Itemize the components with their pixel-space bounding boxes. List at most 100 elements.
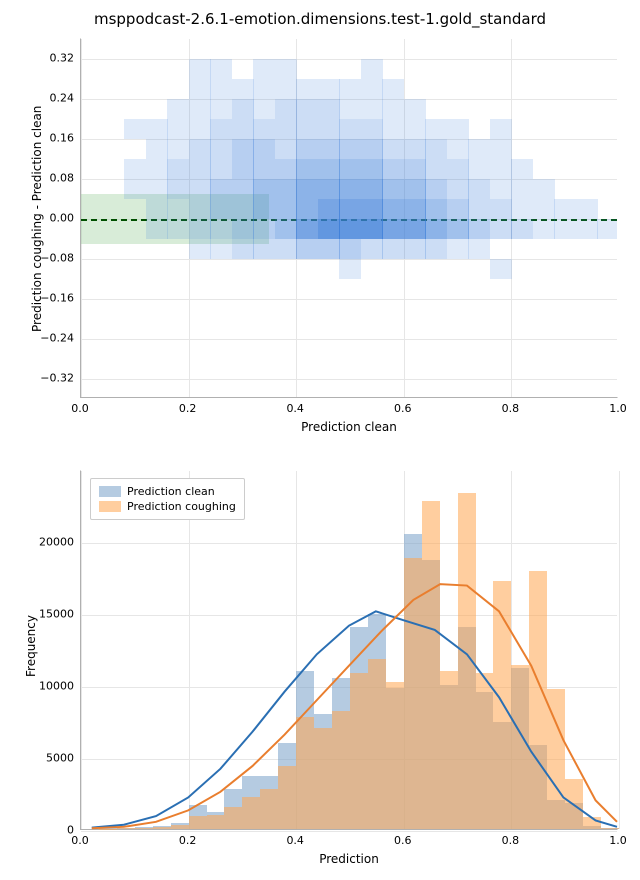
density-cell xyxy=(296,99,318,119)
density-cell xyxy=(339,139,361,159)
density-cell xyxy=(189,119,211,139)
density-cell xyxy=(275,239,297,259)
density-cell xyxy=(210,239,232,259)
density-cell xyxy=(382,239,404,259)
kde-layer xyxy=(81,471,617,829)
density-cell xyxy=(189,179,211,199)
density-cell xyxy=(425,219,447,239)
density-cell xyxy=(296,219,318,239)
density-cell xyxy=(382,199,404,219)
density-cell xyxy=(404,219,426,239)
density-cell xyxy=(576,199,598,219)
density-cell xyxy=(339,199,361,219)
density-cell xyxy=(189,239,211,259)
top-xlabel: Prediction clean xyxy=(80,420,618,434)
density-cell xyxy=(404,239,426,259)
density-cell xyxy=(253,219,275,239)
density-cell xyxy=(189,159,211,179)
density-cell xyxy=(468,139,490,159)
density-cell xyxy=(382,99,404,119)
density-cell xyxy=(210,119,232,139)
density-cell xyxy=(296,199,318,219)
density-cell xyxy=(146,119,168,139)
bottom-ytick: 20000 xyxy=(39,536,80,549)
density-cell xyxy=(490,139,512,159)
density-cell xyxy=(597,219,618,239)
density-cell xyxy=(275,199,297,219)
density-cell xyxy=(167,219,189,239)
density-cell xyxy=(146,159,168,179)
density-cell xyxy=(275,79,297,99)
density-cell xyxy=(404,159,426,179)
density-cell xyxy=(425,159,447,179)
density-cell xyxy=(404,179,426,199)
legend-row-coughing: Prediction coughing xyxy=(99,499,236,514)
density-cell xyxy=(468,199,490,219)
top-ytick: −0.24 xyxy=(40,332,80,345)
density-cell xyxy=(382,159,404,179)
density-cell xyxy=(232,99,254,119)
density-cell xyxy=(490,259,512,279)
density-cell xyxy=(275,159,297,179)
bottom-plot: Prediction clean Prediction coughing Pre… xyxy=(80,470,618,830)
bottom-xlabel: Prediction xyxy=(80,852,618,866)
density-cell xyxy=(339,219,361,239)
density-cell xyxy=(275,179,297,199)
density-cell xyxy=(146,139,168,159)
density-cell xyxy=(447,179,469,199)
top-plot: Prediction clean Prediction coughing - P… xyxy=(80,38,618,398)
density-cell xyxy=(296,139,318,159)
kde-line-clean xyxy=(92,611,617,827)
top-ytick: 0.32 xyxy=(50,52,81,65)
density-cell xyxy=(232,119,254,139)
bottom-ytick: 5000 xyxy=(46,752,80,765)
density-cell xyxy=(296,159,318,179)
density-cell xyxy=(339,179,361,199)
density-cell xyxy=(124,159,146,179)
density-cell xyxy=(425,119,447,139)
density-cell xyxy=(468,179,490,199)
legend-label-clean: Prediction clean xyxy=(127,485,215,498)
density-cell xyxy=(232,159,254,179)
top-xtick: 0.2 xyxy=(179,402,197,415)
density-cell xyxy=(339,119,361,139)
density-cell xyxy=(382,119,404,139)
top-ytick: 0.00 xyxy=(50,212,81,225)
top-ytick: 0.16 xyxy=(50,132,81,145)
density-cell xyxy=(382,219,404,239)
density-cell xyxy=(447,139,469,159)
top-xtick: 0.6 xyxy=(394,402,412,415)
density-cell xyxy=(232,219,254,239)
density-cell xyxy=(490,159,512,179)
density-cell xyxy=(404,199,426,219)
density-cell xyxy=(318,159,340,179)
bottom-ytick: 10000 xyxy=(39,680,80,693)
top-ytick: −0.32 xyxy=(40,372,80,385)
density-cell xyxy=(404,99,426,119)
density-cell xyxy=(361,59,383,79)
density-cell xyxy=(296,239,318,259)
density-cell xyxy=(468,239,490,259)
top-xtick: 0.0 xyxy=(71,402,89,415)
density-cell xyxy=(361,139,383,159)
density-cell xyxy=(210,99,232,119)
density-cell xyxy=(253,79,275,99)
figure-canvas: msppodcast-2.6.1-emotion.dimensions.test… xyxy=(0,0,640,880)
density-cell xyxy=(210,219,232,239)
top-xtick: 0.4 xyxy=(286,402,304,415)
density-cell xyxy=(253,139,275,159)
density-cell xyxy=(253,119,275,139)
density-cell xyxy=(361,239,383,259)
top-xtick: 0.8 xyxy=(502,402,520,415)
density-cell xyxy=(189,139,211,159)
density-cell xyxy=(167,179,189,199)
bottom-xtick: 0.8 xyxy=(502,834,520,847)
density-cell xyxy=(361,199,383,219)
density-cell xyxy=(124,119,146,139)
density-cell xyxy=(253,199,275,219)
density-cell xyxy=(468,159,490,179)
density-cell xyxy=(447,159,469,179)
density-cell xyxy=(275,59,297,79)
density-cell xyxy=(275,219,297,239)
density-cell xyxy=(339,239,361,259)
